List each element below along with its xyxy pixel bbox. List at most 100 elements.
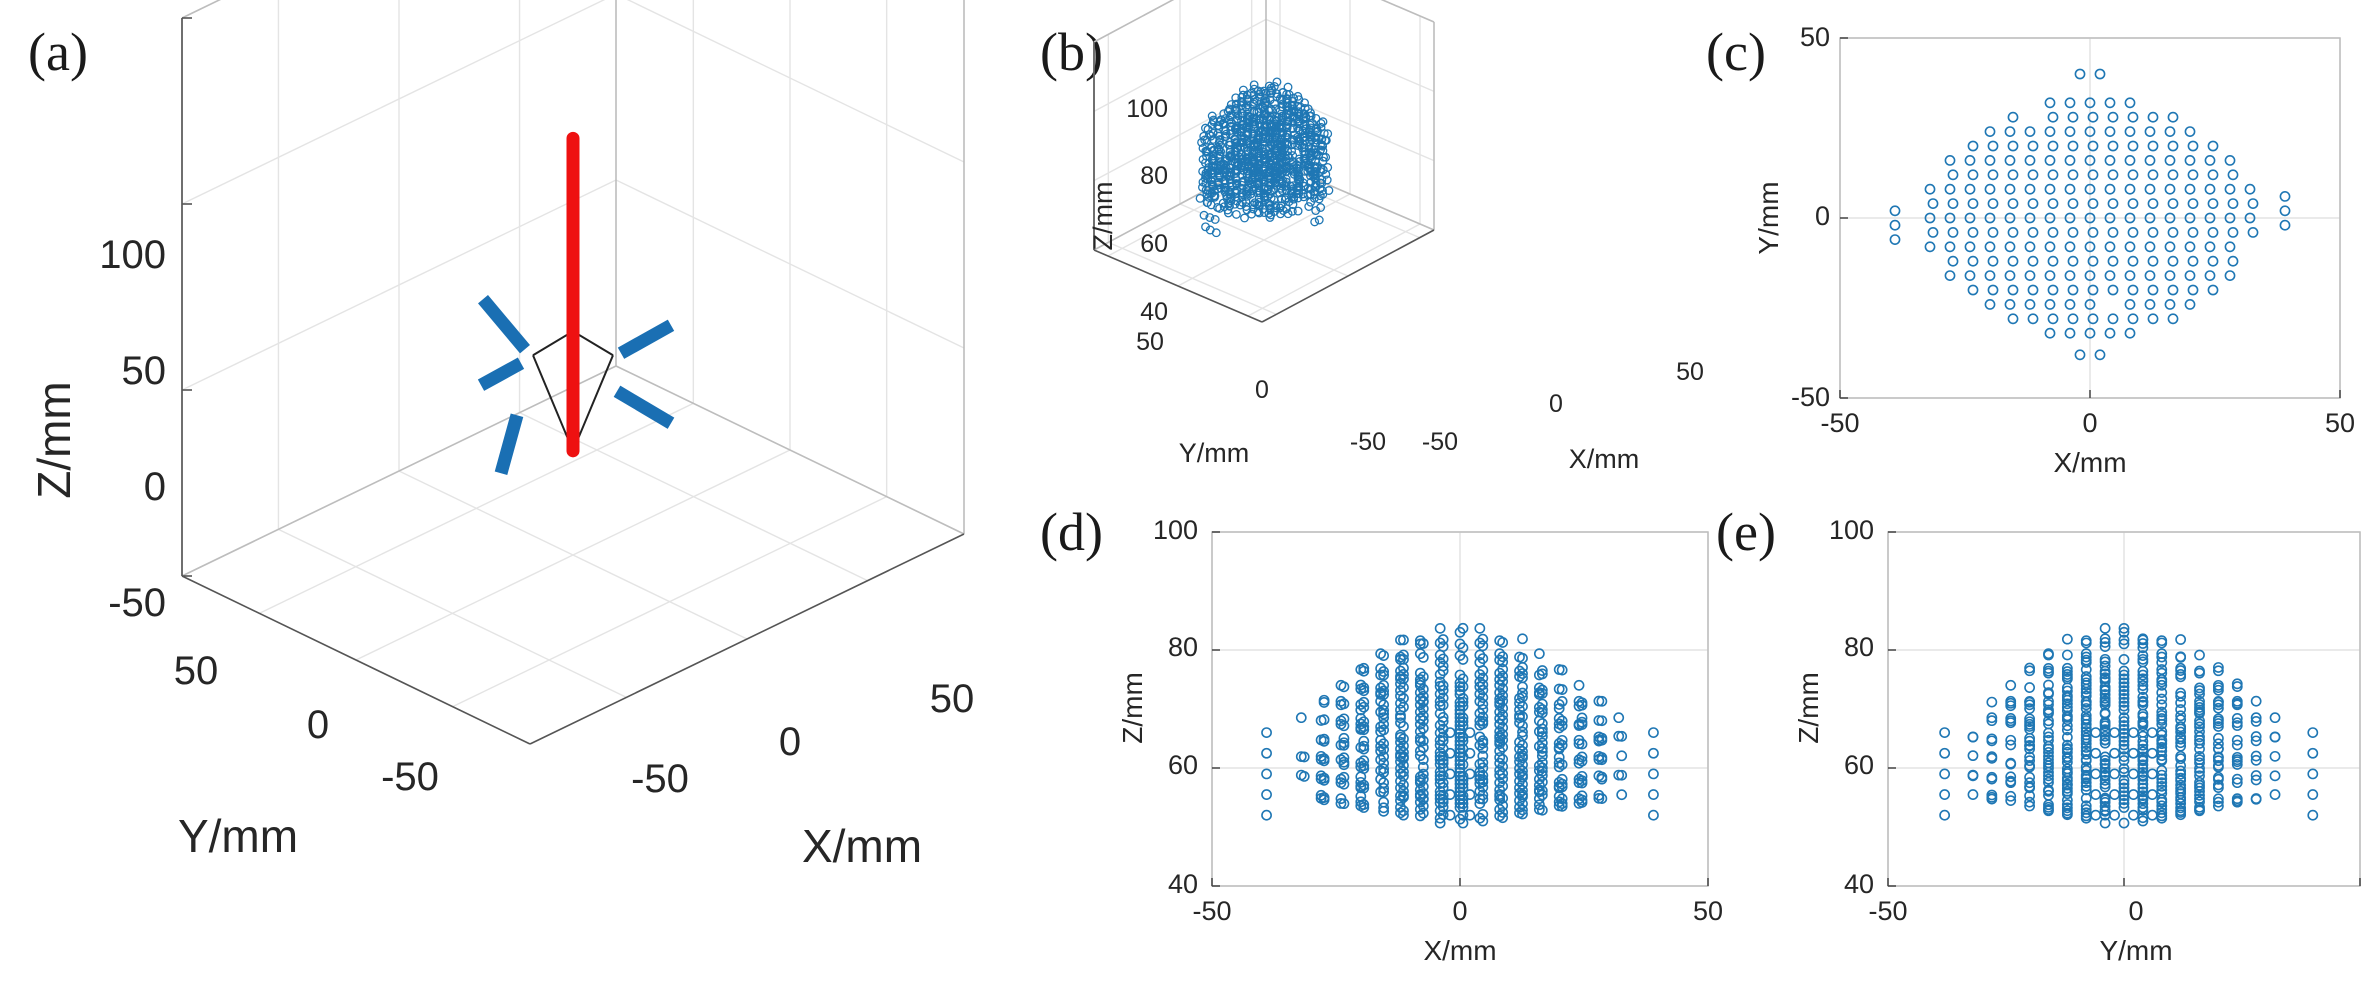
- data-point: [2024, 682, 2035, 693]
- data-point: [2204, 241, 2216, 253]
- data-point: [2184, 212, 2196, 224]
- data-point: [2118, 751, 2130, 762]
- data-point: [2167, 226, 2179, 238]
- data-point: [2164, 183, 2176, 195]
- data-point: [2146, 809, 2158, 821]
- panel-c-label: (c): [1706, 22, 1766, 82]
- data-point: [2118, 665, 2130, 677]
- data-point: [2099, 734, 2111, 746]
- data-point: [2080, 651, 2092, 663]
- d-xticklabel: 50: [1693, 896, 1723, 926]
- d-yticklabel: 60: [1168, 750, 1198, 780]
- data-point: [1494, 706, 1506, 718]
- floor-grid: [1247, 223, 1421, 317]
- data-point: [1593, 750, 1605, 762]
- data-point: [2212, 665, 2224, 677]
- data-point: [2067, 226, 2079, 238]
- data-point: [2147, 226, 2159, 238]
- data-point: [1593, 770, 1605, 782]
- data-point: [2194, 779, 2205, 791]
- data-point: [2212, 755, 2224, 767]
- data-point: [1395, 665, 1406, 677]
- data-point: [1434, 622, 1446, 634]
- data-point: [1338, 713, 1350, 725]
- data-point: [2080, 703, 2092, 714]
- data-point: [2118, 743, 2130, 755]
- data-point: [2047, 111, 2059, 123]
- data-point: [2184, 298, 2196, 310]
- data-point: [1987, 169, 1999, 181]
- data-point: [1417, 710, 1429, 722]
- data-point: [2080, 800, 2092, 812]
- data-point: [2307, 809, 2319, 821]
- data-point: [2118, 673, 2130, 685]
- data-point: [1358, 760, 1370, 772]
- data-point: [1613, 769, 1625, 781]
- data-point: [1576, 777, 1588, 789]
- data-point: [1593, 789, 1605, 801]
- data-point: [1474, 812, 1486, 824]
- data-point: [1573, 679, 1585, 691]
- panel-b-label: (b): [1040, 22, 1103, 82]
- data-point: [2118, 704, 2130, 716]
- data-point: [1214, 145, 1224, 155]
- data-point: [1295, 712, 1307, 724]
- data-point: [2099, 656, 2111, 668]
- data-point: [1294, 176, 1304, 186]
- d-yticklabel: 80: [1168, 632, 1198, 662]
- data-point: [1358, 665, 1370, 677]
- data-point: [1494, 794, 1506, 806]
- data-point: [2124, 327, 2136, 339]
- data-point: [2231, 759, 2243, 770]
- data-point: [2194, 750, 2205, 762]
- data-point: [2099, 800, 2111, 812]
- data-point: [2207, 169, 2219, 181]
- data-point: [1311, 173, 1320, 183]
- data-point: [1395, 768, 1406, 780]
- data-point: [1414, 796, 1426, 808]
- data-point: [2005, 771, 2017, 783]
- data-point: [1355, 718, 1367, 730]
- data-point: [1358, 763, 1370, 774]
- data-point: [1454, 638, 1466, 650]
- data-point: [1338, 737, 1350, 749]
- data-point: [1986, 771, 1998, 783]
- data-point: [2137, 669, 2149, 681]
- data-point: [2024, 790, 2035, 802]
- a-zticklabel: -50: [108, 581, 166, 625]
- data-point: [2194, 766, 2205, 778]
- data-point: [1375, 754, 1387, 766]
- data-point: [2307, 747, 2319, 759]
- data-point: [2146, 727, 2158, 738]
- data-point: [1947, 198, 1959, 209]
- data-point: [2204, 183, 2216, 195]
- data-point: [1964, 183, 1976, 195]
- data-point: [1939, 727, 1951, 738]
- data-point: [2118, 724, 2130, 735]
- data-point: [2118, 731, 2130, 743]
- data-point: [2156, 699, 2168, 711]
- data-point: [2118, 622, 2130, 634]
- data-point: [2104, 327, 2116, 339]
- transducer-element: [478, 295, 530, 354]
- data-point: [2175, 710, 2187, 722]
- b-ylabel: Y/mm: [1179, 438, 1250, 468]
- data-point: [1457, 794, 1469, 805]
- panel-b-points: [1195, 77, 1334, 238]
- data-point: [1272, 77, 1282, 87]
- data-point: [2156, 706, 2168, 718]
- data-point: [1576, 697, 1588, 709]
- data-point: [2137, 650, 2149, 661]
- data-point: [1497, 651, 1509, 663]
- e-yticklabel: 80: [1844, 632, 1874, 662]
- data-point: [2212, 796, 2224, 808]
- data-point: [2080, 674, 2092, 685]
- data-point: [2307, 789, 2319, 800]
- b-zticklabel: 100: [1126, 95, 1168, 123]
- data-point: [1517, 769, 1528, 781]
- y-axis-line: [1093, 249, 1263, 323]
- data-point: [1378, 650, 1390, 661]
- data-point: [1987, 284, 1999, 296]
- data-point: [2061, 782, 2073, 794]
- data-point: [2061, 809, 2073, 821]
